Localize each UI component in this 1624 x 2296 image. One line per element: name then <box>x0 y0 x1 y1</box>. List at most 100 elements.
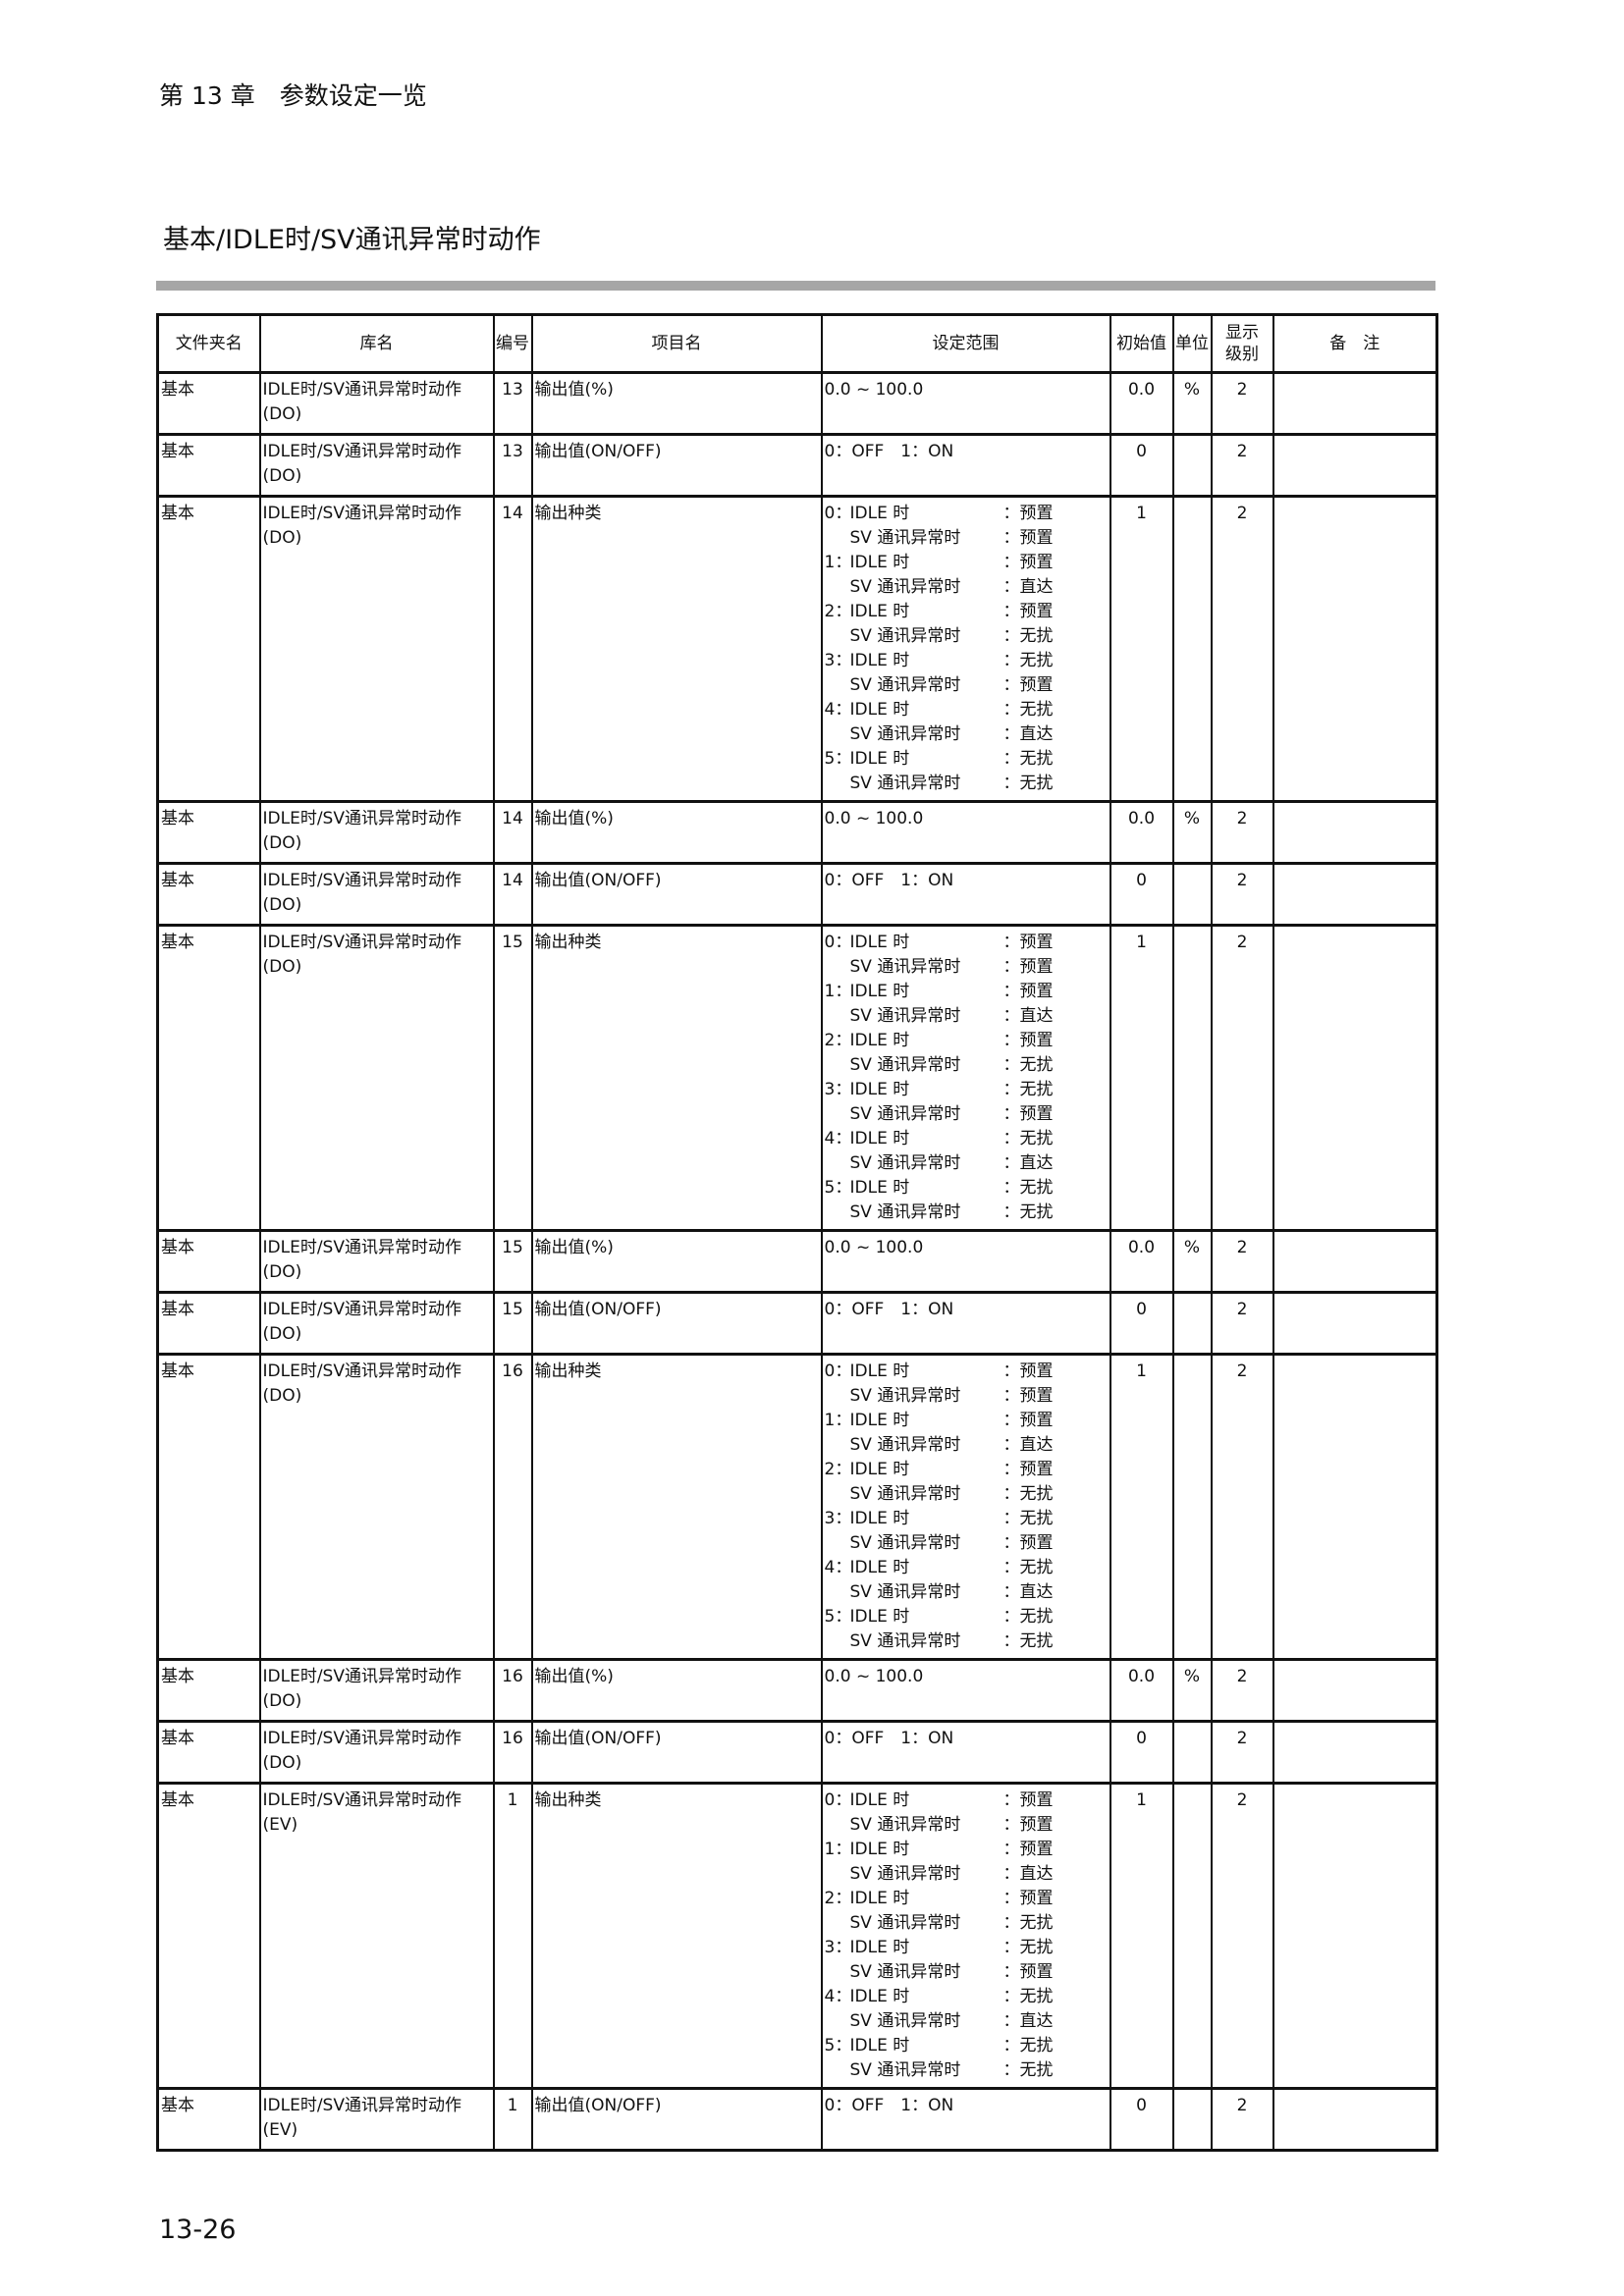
cell-setting-range: 0： IDLE 时：预置 SV 通讯异常时 ：预置 1： IDLE 时：预置 SV 通讯异常… <box>820 1782 1111 2090</box>
option-sv-label: SV 通讯异常时 <box>849 1006 961 1026</box>
option-sv-label: SV 通讯异常时 <box>849 577 961 597</box>
cell-number: 14 <box>492 800 533 865</box>
option-number: 0： <box>824 504 852 523</box>
option-sv-line: SV 通讯异常时 ：无扰 <box>825 1482 1108 1507</box>
cell-display-level: 2 <box>1210 1229 1274 1294</box>
option-number: 4： <box>824 1987 852 2006</box>
option-sv-label: SV 通讯异常时 <box>849 675 961 695</box>
cell-display-level: 2 <box>1210 862 1274 927</box>
cell-remarks <box>1272 1291 1438 1356</box>
option-number: 1： <box>824 553 852 572</box>
cell-unit: % <box>1171 371 1213 436</box>
cell-display-level: 2 <box>1210 1291 1274 1356</box>
option-number: 5： <box>824 1607 852 1627</box>
option-number: 5： <box>824 2036 852 2056</box>
option-idle-line: 5： IDLE 时 ：无扰 <box>825 747 1108 772</box>
cell-library-name: IDLE时/SV通讯异常时动作 (DO) <box>258 800 495 865</box>
option-idle-value: ：预置 <box>1002 1889 1054 1908</box>
cell-initial-value: 0 <box>1109 2087 1174 2152</box>
option-sv-line: SV 通讯异常时 ：直达 <box>825 2009 1108 2034</box>
option-sv-label: SV 通讯异常时 <box>849 1913 961 1933</box>
cell-remarks <box>1272 433 1438 498</box>
cell-remarks <box>1272 495 1438 803</box>
cell-unit: % <box>1171 1658 1213 1723</box>
option-number: 2： <box>824 1889 852 1908</box>
cell-setting-range: 0：OFF 1：ON <box>820 862 1111 927</box>
option-sv-value: ：预置 <box>1002 1962 1054 1982</box>
option-idle-value: ：无扰 <box>1002 1178 1054 1198</box>
cell-display-level: 2 <box>1210 2087 1274 2152</box>
option-idle-line: 1： IDLE 时 ：预置 <box>825 551 1108 575</box>
option-sv-label: SV 通讯异常时 <box>849 1631 961 1651</box>
cell-setting-range: 0.0 ~ 100.0 <box>820 1229 1111 1294</box>
cell-library-name: IDLE时/SV通讯异常时动作 (DO) <box>258 1353 495 1661</box>
option-idle-value: ：预置 <box>1002 553 1054 572</box>
option-idle-value: ：预置 <box>1002 1362 1054 1381</box>
cell-display-level: 2 <box>1210 800 1274 865</box>
option-sv-value: ：无扰 <box>1002 2060 1054 2080</box>
option-number: 3： <box>824 651 852 670</box>
header-setting-range: 设定范围 <box>820 313 1111 374</box>
cell-library-name: IDLE时/SV通讯异常时动作 (EV) <box>258 1782 495 2090</box>
option-idle-label: IDLE 时 <box>849 1607 910 1627</box>
option-idle-line: 1： IDLE 时 ：预置 <box>825 1409 1108 1433</box>
cell-setting-range: 0.0 ~ 100.0 <box>820 800 1111 865</box>
cell-remarks <box>1272 1720 1438 1785</box>
cell-initial-value: 1 <box>1109 1782 1174 2090</box>
cell-unit <box>1171 924 1213 1232</box>
option-idle-value: ：无扰 <box>1002 1987 1054 2006</box>
cell-setting-range: 0：OFF 1：ON <box>820 1291 1111 1356</box>
option-number: 2： <box>824 1031 852 1050</box>
option-sv-value: ：直达 <box>1002 1864 1054 1884</box>
option-number: 3： <box>824 1080 852 1099</box>
cell-setting-range: 0： IDLE 时：预置 SV 通讯异常时 ：预置 1： IDLE 时：预置 SV 通讯异常… <box>820 1353 1111 1661</box>
cell-number: 16 <box>492 1353 533 1661</box>
option-sv-label: SV 通讯异常时 <box>849 2060 961 2080</box>
option-sv-value: ：无扰 <box>1002 1484 1054 1504</box>
option-sv-value: ：无扰 <box>1002 1055 1054 1075</box>
cell-display-level: 2 <box>1210 495 1274 803</box>
cell-folder-name: 基本 <box>156 371 261 436</box>
cell-unit <box>1171 495 1213 803</box>
cell-folder-name: 基本 <box>156 1658 261 1723</box>
cell-folder-name: 基本 <box>156 862 261 927</box>
option-sv-value: ：直达 <box>1002 1153 1054 1173</box>
option-sv-line: SV 通讯异常时 ：直达 <box>825 1004 1108 1029</box>
option-sv-line: SV 通讯异常时 ：预置 <box>825 1102 1108 1127</box>
option-idle-label: IDLE 时 <box>849 749 910 769</box>
option-sv-label: SV 通讯异常时 <box>849 1864 961 1884</box>
cell-initial-value: 0 <box>1109 862 1174 927</box>
table-row: 基本 IDLE时/SV通讯异常时动作 (DO) 16 输出值(%) 0.0 ~ 100.… <box>156 1658 1438 1723</box>
option-idle-label: IDLE 时 <box>849 1460 910 1479</box>
option-number: 1： <box>824 1840 852 1859</box>
option-sv-label: SV 通讯异常时 <box>849 1484 961 1504</box>
cell-initial-value: 0.0 <box>1109 1658 1174 1723</box>
option-sv-line: SV 通讯异常时 ：无扰 <box>825 1911 1108 1936</box>
cell-item-name: 输出种类 <box>530 1353 823 1661</box>
option-sv-value: ：无扰 <box>1002 1202 1054 1222</box>
option-sv-value: ：预置 <box>1002 528 1054 548</box>
cell-remarks <box>1272 1229 1438 1294</box>
option-idle-line: 3： IDLE 时 ：无扰 <box>825 649 1108 673</box>
option-sv-line: SV 通讯异常时 ：预置 <box>825 526 1108 551</box>
option-sv-value: ：直达 <box>1002 1582 1054 1602</box>
option-number: 2： <box>824 1460 852 1479</box>
option-idle-value: ：无扰 <box>1002 1129 1054 1148</box>
option-idle-line: 2： IDLE 时 ：预置 <box>825 1887 1108 1911</box>
cell-initial-value: 1 <box>1109 1353 1174 1661</box>
table-row: 基本 IDLE时/SV通讯异常时动作 (DO) 15 输出值(ON/OFF) 0：OFF… <box>156 1291 1438 1356</box>
cell-library-name: IDLE时/SV通讯异常时动作 (DO) <box>258 1229 495 1294</box>
table-row: 基本 IDLE时/SV通讯异常时动作 (DO) 14 输出种类 0： IDLE 时：预置 S… <box>156 495 1438 803</box>
option-sv-line: SV 通讯异常时 ：直达 <box>825 1151 1108 1176</box>
cell-display-level: 2 <box>1210 1658 1274 1723</box>
option-idle-line: 0： IDLE 时 ：预置 <box>825 931 1108 955</box>
option-idle-value: ：无扰 <box>1002 1509 1054 1528</box>
cell-initial-value: 0.0 <box>1109 371 1174 436</box>
cell-unit <box>1171 433 1213 498</box>
option-sv-value: ：直达 <box>1002 577 1054 597</box>
option-number: 0： <box>824 1362 852 1381</box>
header-unit: 单位 <box>1171 313 1213 374</box>
option-sv-value: ：预置 <box>1002 675 1054 695</box>
option-sv-label: SV 通讯异常时 <box>849 1153 961 1173</box>
cell-library-name: IDLE时/SV通讯异常时动作 (DO) <box>258 1720 495 1785</box>
